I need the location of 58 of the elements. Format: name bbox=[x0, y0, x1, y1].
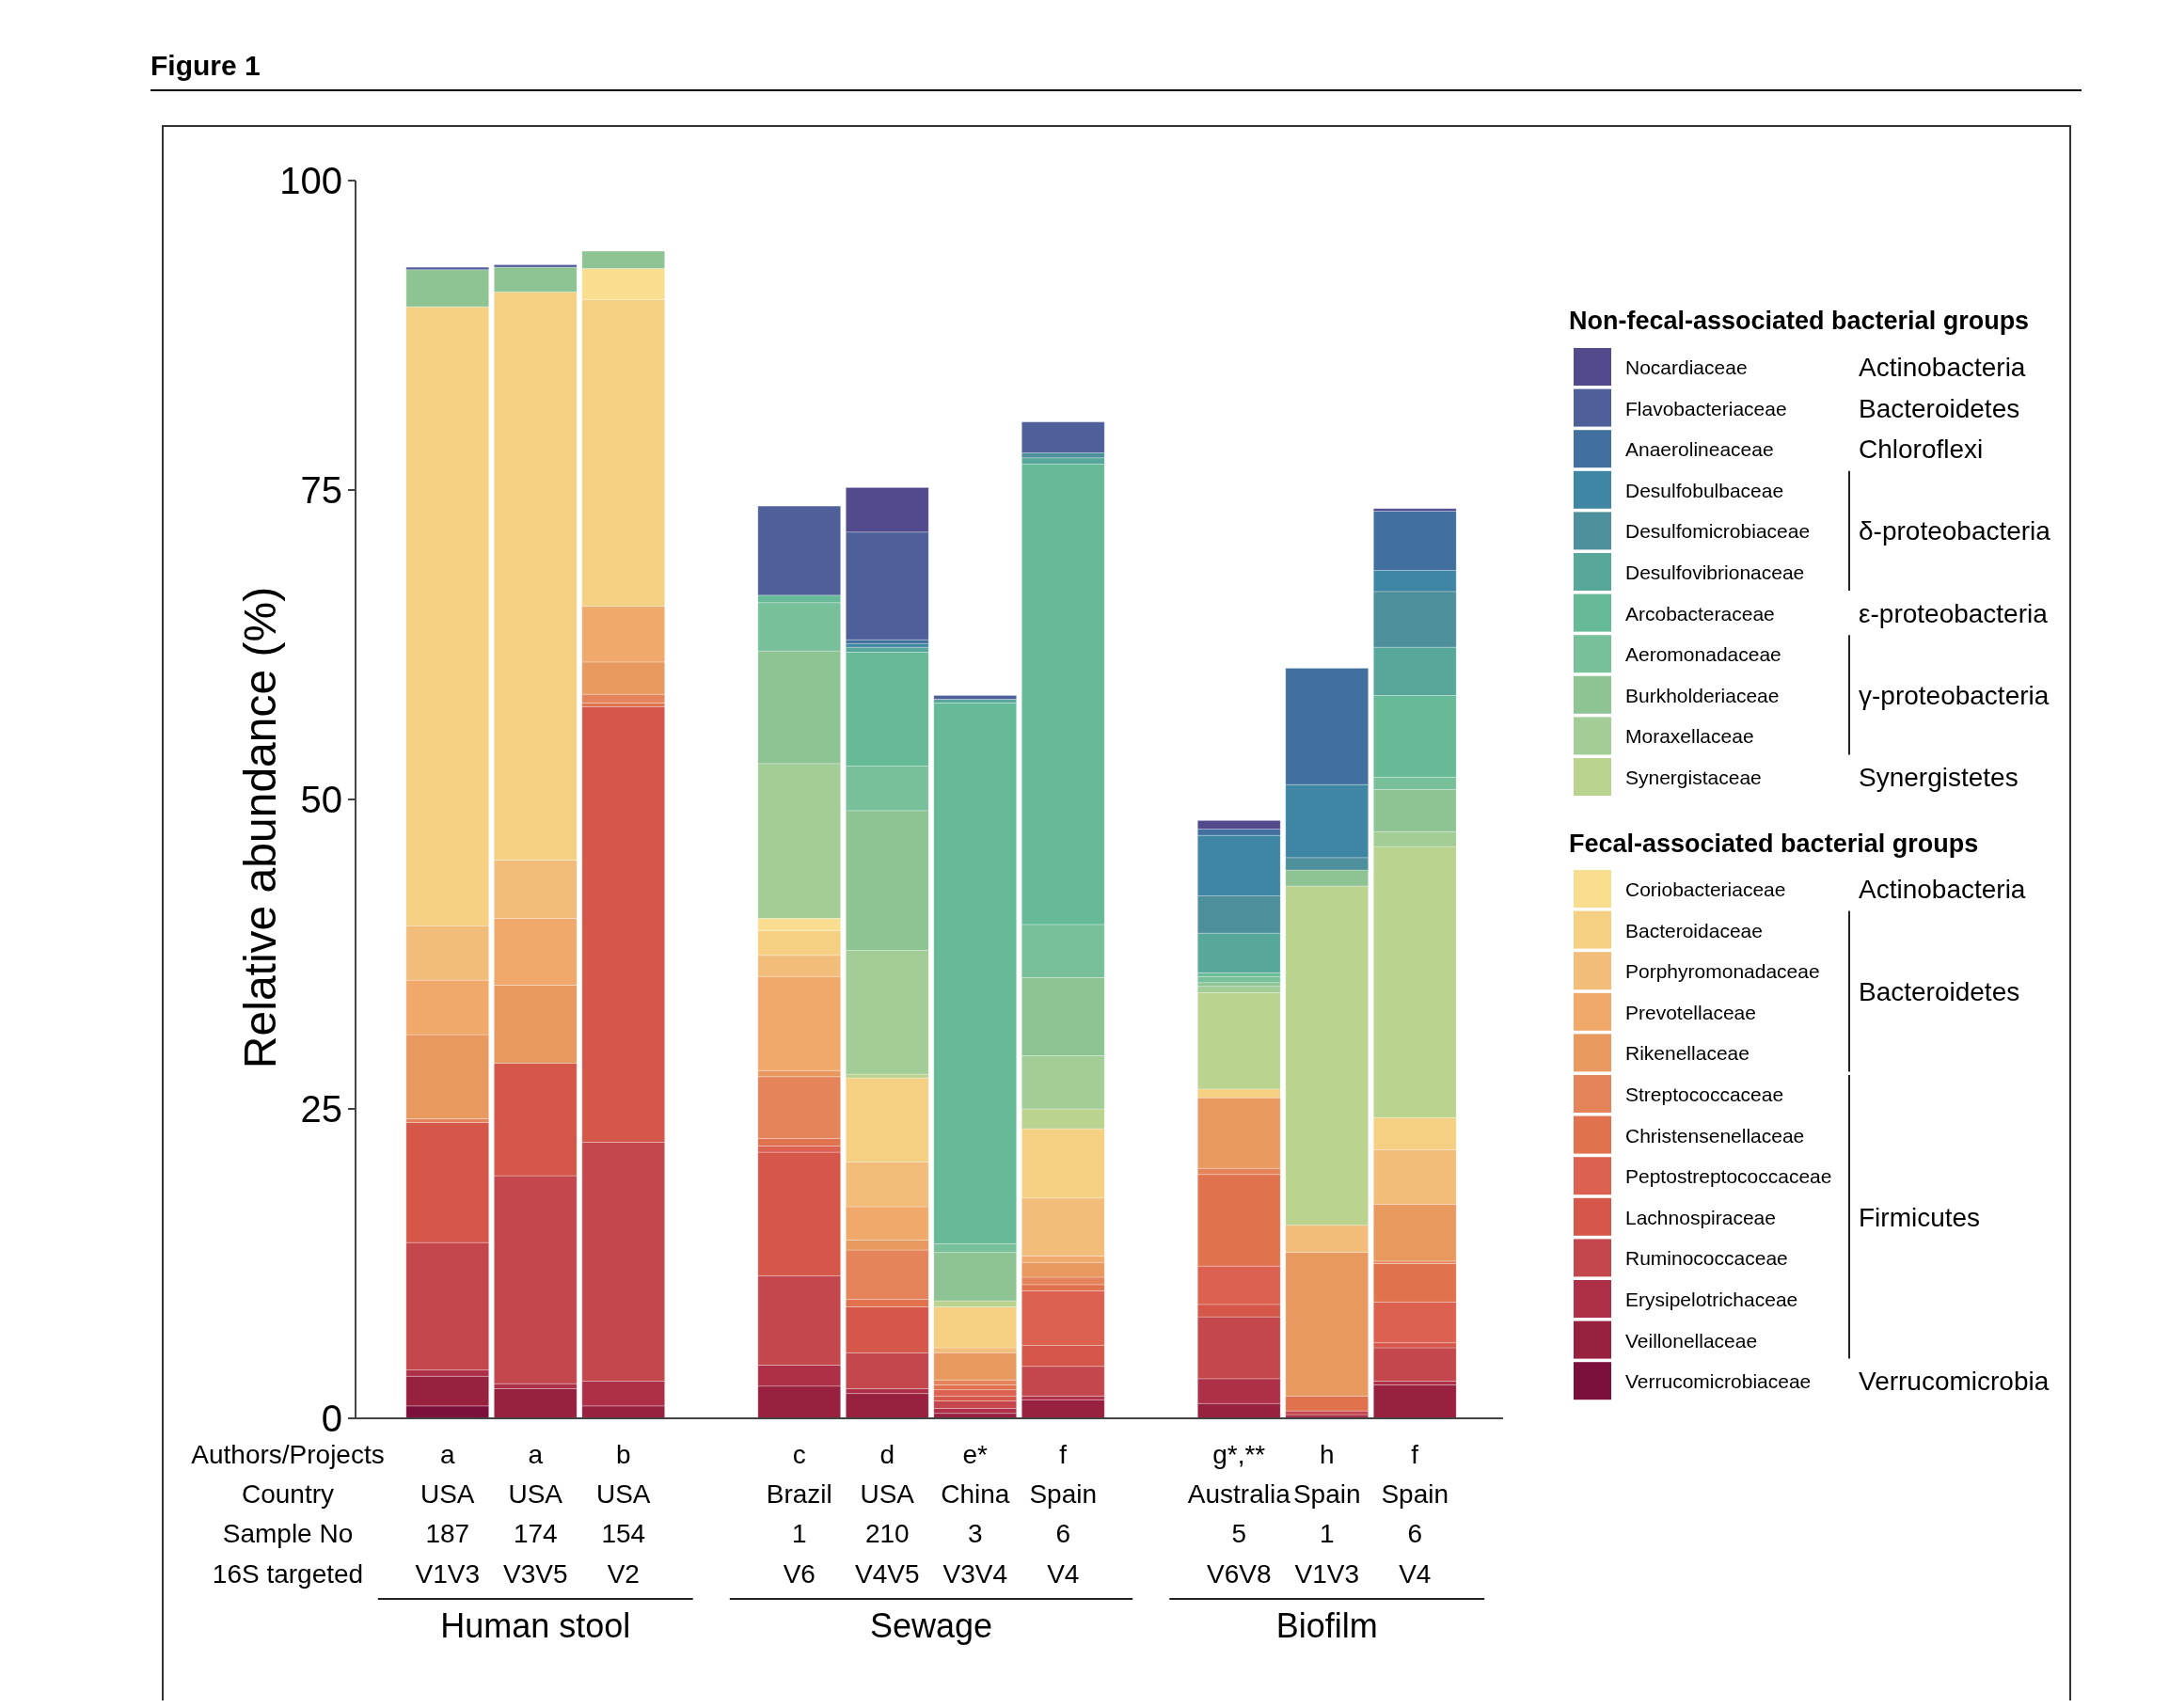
text: ε-proteobacteria bbox=[1859, 598, 2049, 628]
legend-title: Non-fecal-associated bacterial groups bbox=[1569, 307, 2030, 335]
y-tick-label: 50 bbox=[300, 779, 342, 820]
legend-label: Christensenellaceae bbox=[1625, 1124, 1805, 1147]
chart-title: Figure 1 bbox=[150, 50, 261, 81]
legend-label: Peptostreptococcaceae bbox=[1625, 1165, 1832, 1188]
legend-label: Rikenellaceae bbox=[1625, 1042, 1749, 1065]
text: Firmicutes bbox=[1859, 1202, 1981, 1232]
text: Fecal-associated bacterial groups bbox=[1569, 830, 1979, 858]
text: γ-proteobacteria bbox=[1859, 680, 2050, 710]
legend-label: Bacteroidaceae bbox=[1625, 919, 1763, 941]
x-tick-label: a USA 187 V1V3 bbox=[415, 1440, 480, 1589]
legend-label: Flavobacteriaceae bbox=[1625, 397, 1787, 419]
x-tick-label: a USA 174 V3V5 bbox=[503, 1440, 568, 1589]
x-axis-title: Authors/Projects Country Sample No 16S targeted bbox=[191, 1440, 385, 1589]
x-tick-label: h Spain 1 V1V3 bbox=[1292, 1440, 1361, 1589]
legend-label: Desulfomicrobiaceae bbox=[1625, 520, 1811, 543]
legend-label: Streptococcaceae bbox=[1625, 1083, 1784, 1105]
legend-label: Veillonellaceae bbox=[1625, 1329, 1758, 1352]
legend-label: Anaerolineaceae bbox=[1625, 438, 1774, 461]
legend-label: Nocardiaceae bbox=[1625, 356, 1748, 378]
y-tick-label: 25 bbox=[300, 1088, 342, 1130]
legend-label: Lachnospiraceae bbox=[1625, 1206, 1776, 1228]
text: Biofilm bbox=[1275, 1606, 1378, 1645]
text: δ-proteobacteria bbox=[1859, 516, 2051, 546]
text: Bacteroidetes bbox=[1859, 393, 2020, 423]
text: Chloroflexi bbox=[1859, 435, 1984, 465]
text: Actinobacteria bbox=[1859, 875, 2026, 904]
legend-label: Porphyromonadaceae bbox=[1625, 960, 1820, 983]
text: Synergistetes bbox=[1859, 763, 2019, 792]
y-tick-label: 75 bbox=[300, 469, 342, 511]
legend-label: Synergistaceae bbox=[1625, 767, 1762, 788]
text: Human stool bbox=[440, 1606, 631, 1645]
legend-label: Burkholderiaceae bbox=[1625, 684, 1780, 706]
x-tick-label: f Spain 6 V4 bbox=[1029, 1440, 1098, 1589]
legend-label: Prevotellaceae bbox=[1625, 1001, 1756, 1023]
y-tick-label: 0 bbox=[321, 1398, 342, 1439]
text: Verrucomicrobia bbox=[1859, 1367, 2050, 1397]
x-tick-label: d USA 210 V4V5 bbox=[855, 1440, 920, 1589]
legend-label: Ruminococcaceae bbox=[1625, 1247, 1788, 1270]
x-tick-label: f Spain 6 V4 bbox=[1381, 1440, 1449, 1589]
x-tick-label: g*,** Australia 5 V6V8 bbox=[1187, 1440, 1291, 1589]
text: Bacteroidetes bbox=[1859, 977, 2020, 1006]
y-tick-label: 100 bbox=[279, 160, 342, 201]
text: Actinobacteria bbox=[1859, 353, 2026, 382]
legend-label: Desulfobulbaceae bbox=[1625, 479, 1784, 501]
text: Sewage bbox=[869, 1606, 993, 1645]
legend-label: Aeromonadaceae bbox=[1625, 643, 1781, 666]
y-axis-title: Relative abundance (%) bbox=[235, 586, 285, 1069]
legend-label: Moraxellaceae bbox=[1625, 725, 1754, 748]
legend-label: Coriobacteriaceae bbox=[1625, 878, 1786, 900]
x-tick-label: b USA 154 V2 bbox=[595, 1440, 651, 1589]
legend-label: Erysipelotrichaceae bbox=[1625, 1289, 1798, 1310]
legend-label: Arcobacteraceae bbox=[1625, 602, 1775, 625]
x-tick-label: c Brazil 1 V6 bbox=[766, 1440, 832, 1589]
legend-label: Desulfovibrionaceae bbox=[1625, 561, 1805, 583]
legend-label: Verrucomicrobiaceae bbox=[1625, 1370, 1812, 1393]
x-tick-label: e* China 3 V3V4 bbox=[941, 1440, 1010, 1589]
